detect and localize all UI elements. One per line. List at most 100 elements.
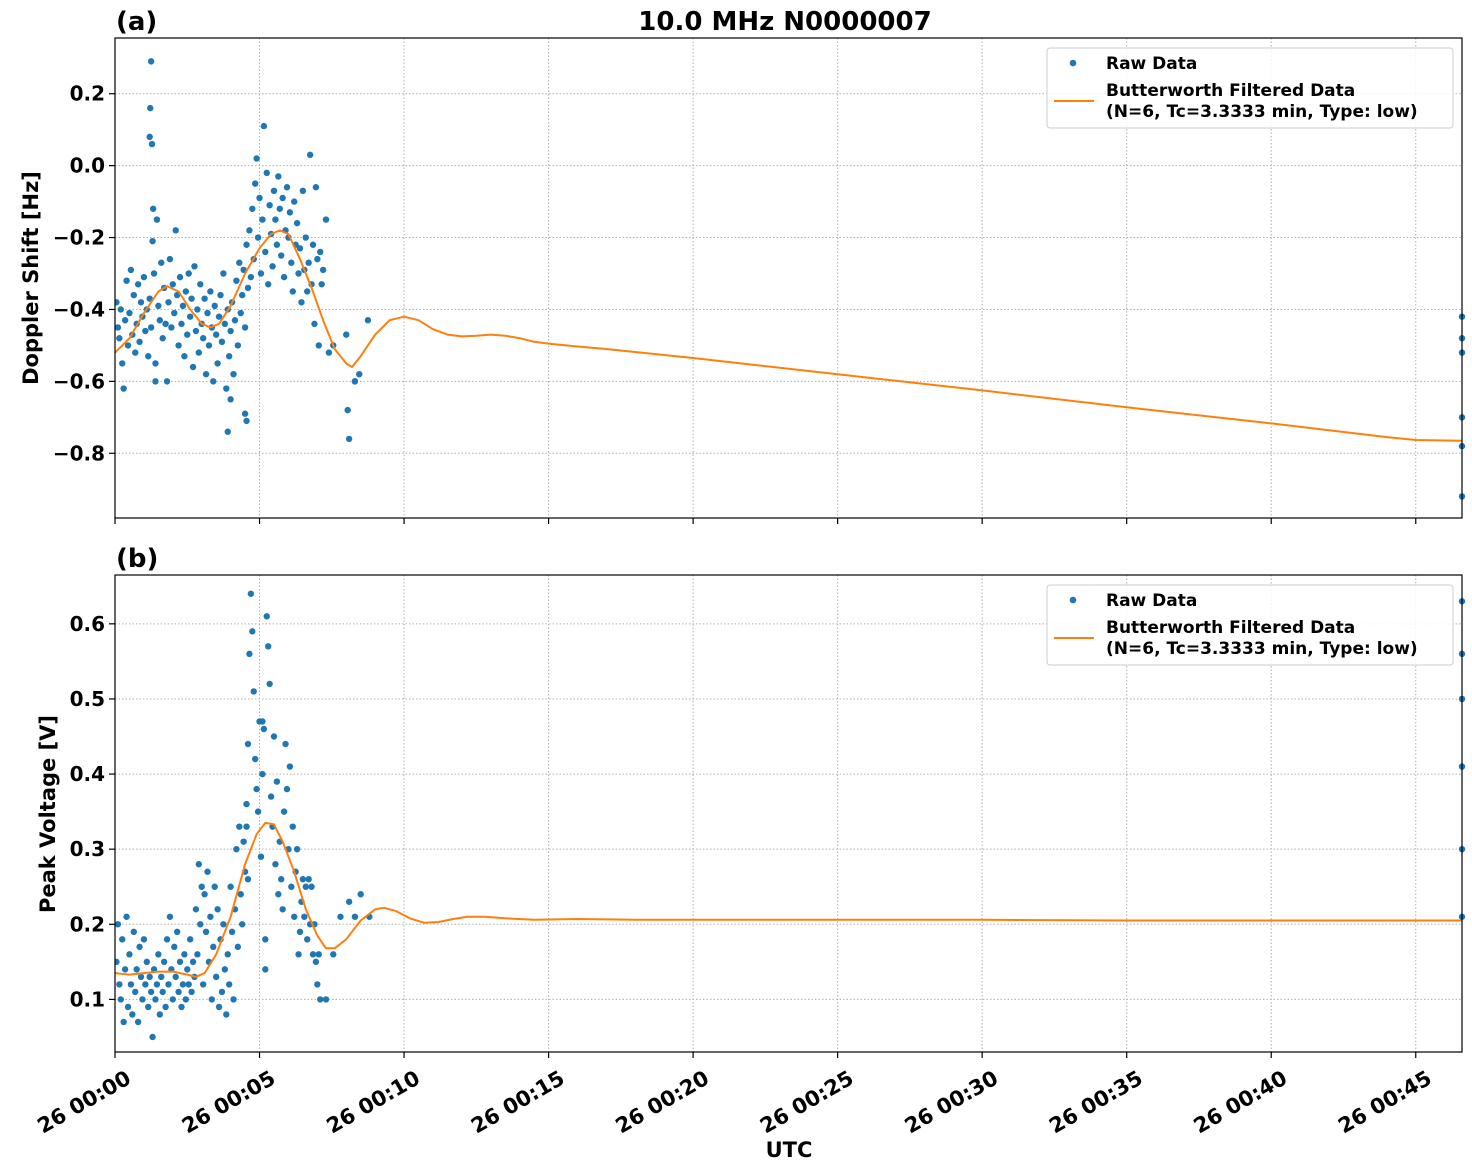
panel-b-ytick-label: 0.5 (70, 687, 105, 711)
raw-data-point (145, 1003, 152, 1011)
raw-data-point (325, 349, 333, 356)
raw-data-point (186, 936, 194, 943)
raw-data-point (163, 378, 171, 385)
raw-data-point (179, 981, 187, 988)
raw-data-point (236, 259, 243, 266)
raw-data-point (123, 277, 130, 284)
raw-data-point (238, 291, 246, 299)
raw-data-point (136, 943, 143, 951)
raw-data-point (121, 317, 129, 324)
raw-data-point (244, 740, 252, 748)
raw-data-point (150, 270, 158, 277)
raw-data-point (315, 951, 322, 958)
raw-data-point (210, 943, 217, 951)
raw-data-point (149, 1033, 156, 1041)
raw-data-point (262, 936, 269, 943)
raw-data-point (299, 187, 307, 195)
raw-data-point (267, 793, 275, 800)
panel-a-ytick-label: 0.0 (70, 154, 105, 178)
raw-data-point (117, 306, 124, 313)
raw-data-point (149, 205, 157, 212)
raw-data-point (280, 273, 288, 281)
raw-data-point (202, 928, 210, 936)
panel-a-legend-box (1046, 47, 1454, 129)
raw-data-point (212, 331, 220, 338)
raw-data-point (194, 306, 201, 313)
panel-b-legend-filtered-label: Butterworth Filtered Data (1106, 618, 1355, 638)
raw-data-point (351, 378, 359, 385)
raw-data-point (169, 996, 177, 1003)
raw-data-point (134, 1018, 142, 1026)
raw-data-point (162, 320, 169, 328)
raw-data-point (182, 996, 190, 1003)
raw-data-point (227, 883, 234, 890)
raw-data-point (136, 338, 143, 346)
raw-data-point (184, 331, 191, 338)
raw-data-point (165, 299, 172, 306)
panel-a-grid (115, 38, 1462, 518)
raw-data-point (286, 763, 294, 770)
raw-data-point (311, 320, 318, 328)
raw-data-point (220, 270, 227, 277)
panel-a-filtered-line (115, 229, 1463, 442)
raw-data-point (224, 951, 231, 958)
panel-a-data (115, 58, 1466, 500)
raw-data-point (289, 823, 296, 830)
raw-data-point (176, 958, 184, 966)
raw-data-point (158, 973, 165, 981)
raw-data-point (207, 288, 214, 295)
raw-data-point (337, 913, 344, 920)
raw-data-point (278, 876, 285, 883)
raw-data-point (220, 921, 227, 928)
raw-data-point (140, 936, 148, 943)
raw-data-point (253, 785, 260, 793)
raw-data-point (306, 151, 314, 159)
raw-data-point (259, 718, 266, 725)
raw-data-point (247, 273, 255, 281)
raw-data-point (230, 996, 237, 1003)
raw-data-point (243, 241, 250, 248)
raw-data-point (160, 958, 168, 966)
raw-data-point (129, 1011, 136, 1018)
x-axis-label: UTC (766, 1138, 813, 1162)
raw-data-point (197, 921, 204, 928)
raw-data-point (251, 755, 259, 763)
panel-b: 0.6 0.5 0.4 0.3 0.2 0.1 Peak Voltage [V] Raw … (36, 574, 1466, 1058)
raw-data-point (345, 435, 353, 443)
raw-data-point (279, 906, 286, 913)
panel-b-raw-points (115, 590, 1466, 1041)
raw-data-point (244, 284, 252, 292)
raw-data-point (263, 169, 270, 177)
raw-data-point (173, 928, 181, 936)
raw-data-point (218, 338, 226, 346)
raw-data-point (146, 973, 153, 981)
raw-data-point (134, 281, 142, 288)
panel-b-filtered-line (115, 821, 1462, 978)
raw-data-point (212, 973, 220, 981)
panel-a: 0.2 0.0 −0.2 −0.4 −0.6 −0.8 Doppler Shift [Hz… (19, 37, 1466, 524)
raw-data-point (317, 248, 324, 256)
raw-data-point (192, 327, 200, 335)
panel-b-ytick-label: 0.1 (70, 987, 105, 1011)
raw-data-point (192, 906, 200, 913)
panel-b-ytick-label: 0.3 (70, 837, 105, 861)
raw-data-point (262, 966, 269, 973)
raw-data-point (156, 317, 164, 324)
panel-b-legend-box (1046, 584, 1454, 666)
raw-data-point (221, 320, 229, 328)
raw-data-point (275, 173, 282, 180)
raw-data-point (276, 205, 283, 212)
raw-data-point (153, 981, 161, 988)
panel-b-ticks: 0.6 0.5 0.4 0.3 0.2 0.1 (70, 612, 1417, 1058)
raw-data-point (249, 205, 256, 212)
raw-data-point (137, 299, 145, 306)
raw-data-point (304, 288, 311, 295)
panel-a-legend: Raw Data Butterworth Filtered Data (N=6,… (1046, 47, 1454, 129)
raw-data-point (230, 370, 237, 378)
raw-data-point (199, 981, 207, 988)
raw-data-point (181, 951, 188, 958)
raw-data-point (217, 291, 224, 299)
raw-data-point (139, 996, 146, 1003)
raw-data-point (228, 928, 236, 936)
raw-data-point (262, 248, 269, 256)
